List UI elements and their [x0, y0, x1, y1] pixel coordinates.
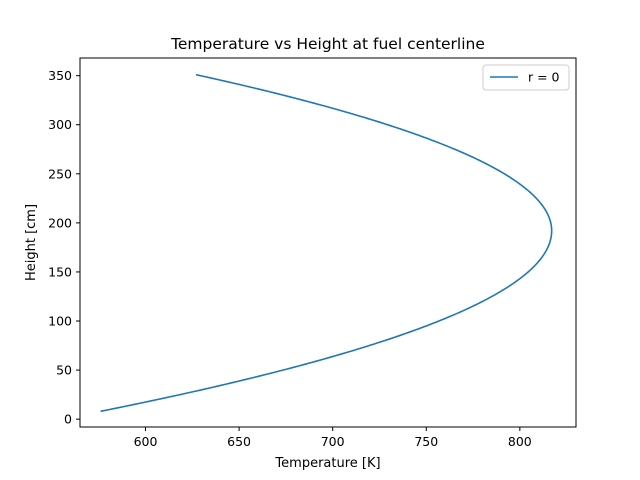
y-axis-label: Height [cm] [24, 204, 39, 281]
y-tick-label: 350 [48, 68, 72, 83]
y-tick-label: 250 [48, 166, 72, 181]
x-axis-label: Temperature [K] [274, 456, 380, 471]
legend-label-r0: r = 0 [528, 70, 560, 85]
x-tick-label: 800 [508, 434, 532, 449]
y-tick-label: 50 [56, 363, 72, 378]
y-tick-label: 100 [48, 314, 72, 329]
y-axis-ticks: 0 50 100 150 200 250 300 350 [48, 68, 80, 427]
y-tick-label: 0 [64, 412, 72, 427]
legend: r = 0 [482, 64, 570, 91]
x-tick-label: 700 [321, 434, 345, 449]
y-tick-label: 150 [48, 264, 72, 279]
plot-frame [79, 57, 577, 428]
plot-area [80, 58, 576, 427]
x-tick-label: 600 [134, 434, 158, 449]
x-tick-label: 750 [414, 434, 438, 449]
x-tick-label: 650 [227, 434, 251, 449]
y-tick-label: 200 [48, 215, 72, 230]
legend-box [482, 64, 570, 91]
x-axis-ticks: 600 650 700 750 800 [134, 427, 532, 449]
chart-title: Temperature vs Height at fuel centerline [170, 35, 485, 53]
y-tick-label: 300 [48, 117, 72, 132]
series-line-r0 [100, 73, 553, 413]
